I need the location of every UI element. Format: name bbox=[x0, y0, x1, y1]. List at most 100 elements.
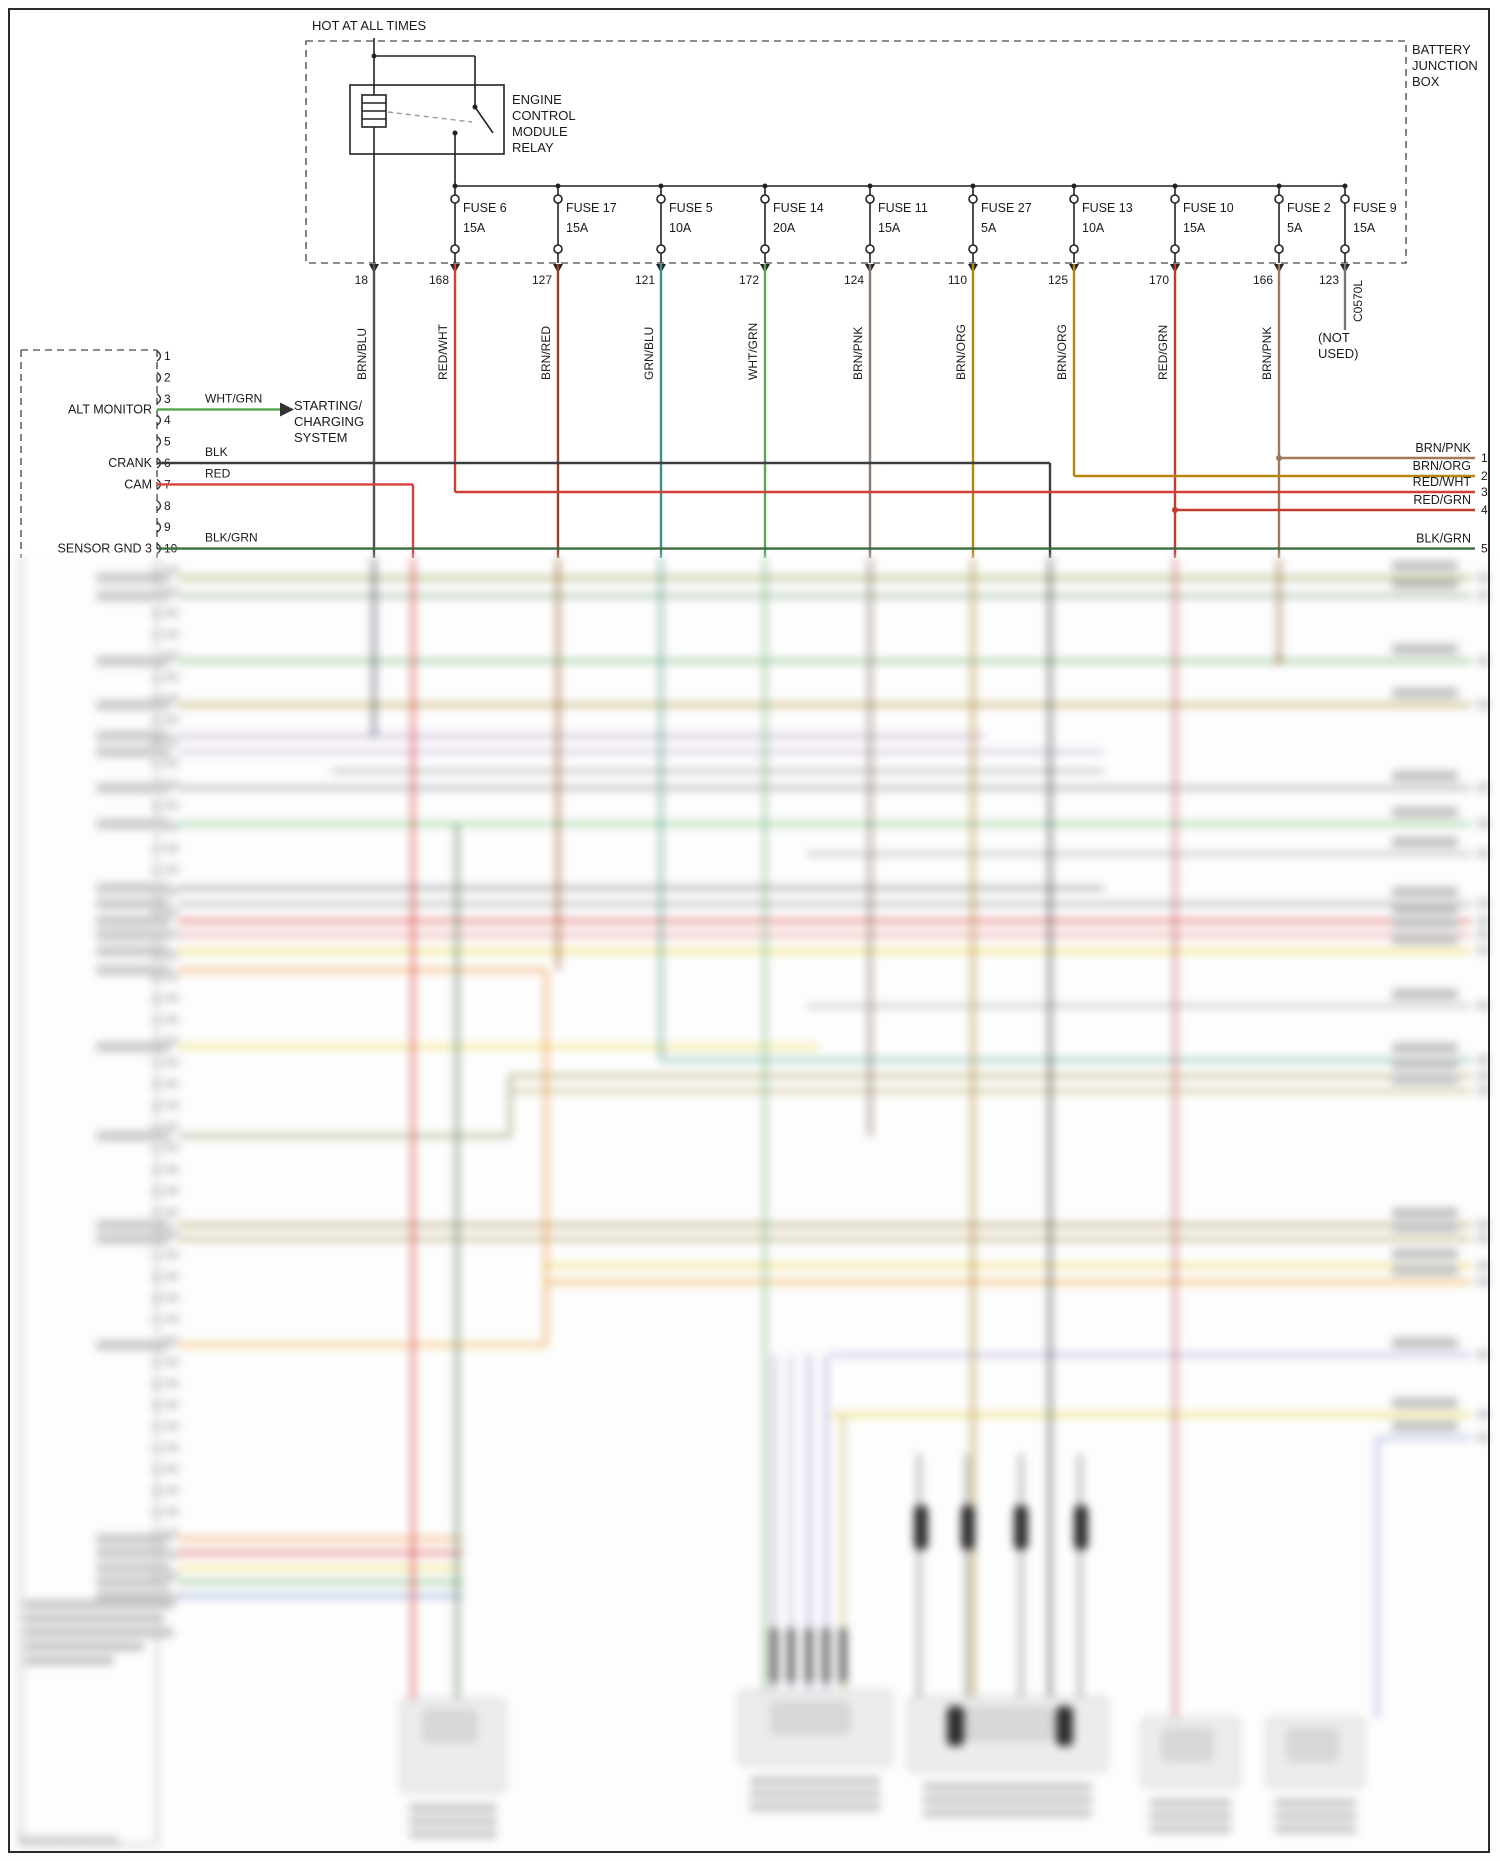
pin-bracket-icon bbox=[156, 371, 162, 383]
blurred-shape bbox=[1392, 1074, 1458, 1084]
blurred-shape bbox=[164, 908, 179, 917]
pin-number-label: 5 bbox=[164, 435, 171, 449]
wire-color-label: RED/WHT bbox=[436, 323, 450, 380]
blurred-shape bbox=[151, 677, 161, 680]
blurred-shape bbox=[96, 946, 170, 956]
blurred-shape bbox=[749, 1790, 881, 1798]
not-used-label: (NOT USED) bbox=[1318, 330, 1359, 361]
blurred-shape bbox=[1392, 688, 1458, 698]
pin-number-label: 5 bbox=[1481, 542, 1488, 556]
fuse-name-label: FUSE 9 bbox=[1353, 201, 1397, 215]
ecm-connector-pin-8: 8 bbox=[156, 499, 171, 513]
wire-color-label: BRN/BLU bbox=[355, 328, 369, 380]
blurred-shape bbox=[96, 916, 170, 926]
wire-color-label: GRN/BLU bbox=[642, 327, 656, 380]
blurred-shape bbox=[151, 1426, 161, 1429]
right-row-4: RED/GRN 4 bbox=[1172, 493, 1488, 517]
blurred-shape bbox=[1477, 1350, 1490, 1359]
wire-color-label: RED/GRN bbox=[1413, 493, 1471, 507]
blurred-shape bbox=[1392, 1208, 1458, 1218]
fuse-rating-label: 15A bbox=[463, 221, 486, 235]
blurred-shape bbox=[1149, 1812, 1232, 1820]
fuse-name-label: FUSE 27 bbox=[981, 201, 1032, 215]
blurred-shape bbox=[1392, 771, 1458, 781]
blurred-shape bbox=[96, 899, 170, 909]
wire-color-label: BLK/GRN bbox=[1416, 532, 1471, 546]
fuse-column-fuse-11: FUSE 11 15A 124 BRN/PNK bbox=[844, 183, 928, 558]
fuse-name-label: FUSE 17 bbox=[566, 201, 617, 215]
blurred-shape bbox=[1477, 899, 1490, 908]
pin-bracket-icon bbox=[156, 500, 162, 512]
blurred-shape bbox=[1149, 1799, 1232, 1807]
fuse-rating-label: 5A bbox=[1287, 221, 1303, 235]
blurred-shape bbox=[1477, 819, 1490, 828]
blurred-shape bbox=[164, 1122, 179, 1131]
blurred-shape bbox=[164, 630, 179, 639]
blurred-shape bbox=[151, 1169, 161, 1172]
blurred-shape bbox=[1477, 1261, 1490, 1270]
pin-number-label: 18 bbox=[355, 273, 369, 287]
blurred-shape bbox=[96, 731, 170, 741]
blurred-shape bbox=[164, 1422, 179, 1430]
blurred-shape bbox=[24, 1656, 114, 1665]
blurred-shape bbox=[1392, 1222, 1458, 1232]
fuse-column-fuse-13: FUSE 13 10A 125 BRN/ORG bbox=[1048, 183, 1133, 476]
blurred-shape bbox=[96, 1534, 170, 1544]
wire-color-label: BRN/PNK bbox=[1260, 327, 1274, 380]
fuse-terminal-icon bbox=[1274, 244, 1284, 254]
blurred-shape bbox=[1274, 1799, 1357, 1807]
blurred-shape bbox=[18, 1836, 118, 1845]
fuse-terminal-icon bbox=[656, 244, 666, 254]
blurred-diagram-region bbox=[0, 558, 1500, 1861]
blurred-shape bbox=[24, 1600, 174, 1609]
ecm-connector-pin-4: 4 bbox=[156, 413, 171, 427]
blurred-shape bbox=[151, 741, 161, 744]
wire-color-label: WHT/GRN bbox=[746, 323, 760, 380]
fuse-rating-label: 15A bbox=[878, 221, 901, 235]
blurred-shape bbox=[151, 1147, 161, 1150]
blurred-shape bbox=[771, 1702, 850, 1734]
blurred-shape bbox=[1477, 783, 1490, 792]
blurred-shape bbox=[1392, 807, 1458, 817]
fuse-rating-label: 15A bbox=[1353, 221, 1376, 235]
blurred-shape bbox=[151, 1190, 161, 1193]
blurred-shape bbox=[1392, 1398, 1458, 1408]
hot-at-all-times-label: HOT AT ALL TIMES bbox=[312, 18, 427, 33]
blurred-shape bbox=[1392, 1338, 1458, 1348]
pin-number-label: 124 bbox=[844, 273, 864, 287]
fuse-rating-label: 15A bbox=[1183, 221, 1206, 235]
blurred-shape bbox=[1477, 1071, 1490, 1080]
blurred-shape bbox=[24, 1628, 174, 1637]
blurred-shape bbox=[151, 1575, 161, 1578]
pin-number-label: 2 bbox=[1481, 469, 1488, 483]
blurred-wires-layer bbox=[0, 558, 1500, 1861]
fuse-terminal-icon bbox=[1274, 194, 1284, 204]
blurred-shape bbox=[96, 1131, 170, 1141]
blurred-shape bbox=[164, 1186, 179, 1195]
blurred-shape bbox=[151, 1062, 161, 1065]
blurred-shape bbox=[408, 1804, 498, 1812]
pin-number-label: 110 bbox=[948, 273, 967, 287]
wire-color-label: BLK bbox=[205, 445, 228, 459]
blurred-shape bbox=[1056, 1706, 1073, 1746]
blurred-shape bbox=[151, 1126, 161, 1129]
pin-number-label: 166 bbox=[1253, 273, 1273, 287]
starting-charging-system-label: STARTING/ CHARGING SYSTEM bbox=[294, 398, 365, 445]
blurred-shape bbox=[1477, 1055, 1490, 1064]
right-row-2: BRN/ORG 2 bbox=[1074, 459, 1488, 483]
fuse-terminal-icon bbox=[1340, 244, 1350, 254]
signal-name-label: SENSOR GND 3 bbox=[58, 542, 153, 556]
power-feed-wiring bbox=[371, 38, 476, 107]
fuse-column-fuse-5: FUSE 5 10A 121 GRN/BLU bbox=[635, 183, 713, 558]
blurred-shape bbox=[96, 700, 170, 710]
blurred-shape bbox=[1287, 1729, 1338, 1761]
fuse-terminal-icon bbox=[968, 194, 978, 204]
arrow-right-icon bbox=[280, 402, 294, 417]
blurred-shape bbox=[164, 1486, 179, 1495]
blurred-shape bbox=[1477, 700, 1490, 709]
blurred-shape bbox=[151, 1254, 161, 1257]
signal-cam: CAM RED bbox=[124, 466, 415, 558]
fuse-name-label: FUSE 10 bbox=[1183, 201, 1234, 215]
